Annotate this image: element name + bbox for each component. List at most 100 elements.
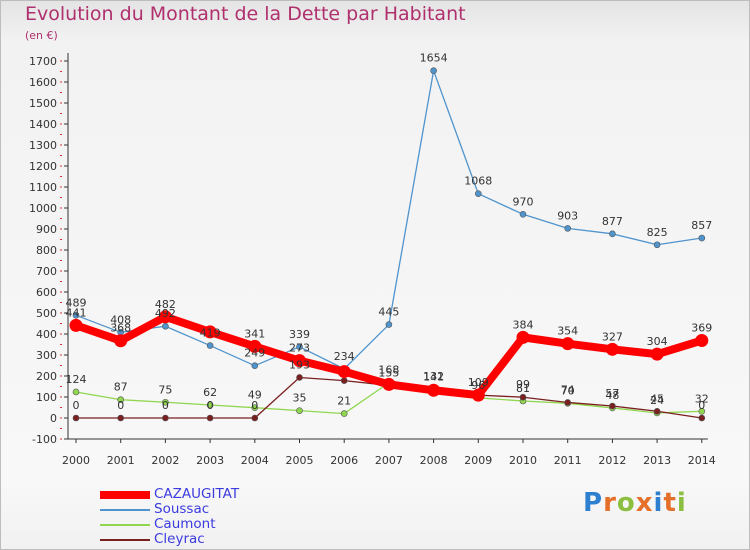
x-tick-label: 2010 <box>509 454 537 467</box>
data-point <box>471 388 485 402</box>
data-label: 0 <box>251 399 258 412</box>
x-tick-label: 2004 <box>241 454 269 467</box>
y-tick-label: 1500 <box>29 97 57 110</box>
data-label: 368 <box>110 322 131 335</box>
data-label: 441 <box>66 306 87 319</box>
data-point <box>698 407 706 415</box>
data-label: 903 <box>557 209 578 222</box>
legend-swatch <box>100 509 150 511</box>
data-point <box>382 377 396 391</box>
logo-letter: x <box>635 488 654 518</box>
data-label: 0 <box>162 399 169 412</box>
data-point <box>251 362 259 370</box>
proxiti-logo: Proxiti <box>583 488 687 518</box>
x-tick-label: 2014 <box>688 454 716 467</box>
data-point <box>203 325 217 339</box>
logo-letter: P <box>583 488 604 518</box>
data-label: 48 <box>605 389 619 402</box>
data-label: 489 <box>66 296 87 309</box>
x-tick-label: 2012 <box>598 454 626 467</box>
logo-letter: o <box>616 488 636 518</box>
data-point <box>337 365 351 379</box>
data-label: 21 <box>337 395 351 408</box>
data-point <box>162 398 169 406</box>
data-label: 482 <box>155 298 176 311</box>
y-tick-label: 600 <box>36 286 57 299</box>
data-label: 857 <box>691 219 712 232</box>
y-tick-label: 1200 <box>29 160 57 173</box>
data-point <box>519 211 527 218</box>
data-label: 825 <box>647 226 668 239</box>
x-tick-label: 2011 <box>554 454 582 467</box>
data-label: 32 <box>695 392 709 405</box>
data-label: 492 <box>155 307 176 320</box>
legend-label: CAZAUGITAT <box>154 486 240 502</box>
x-tick-label: 2000 <box>62 454 90 467</box>
data-point <box>117 414 124 422</box>
legend-label: Caumont <box>154 516 216 532</box>
data-point <box>69 318 83 332</box>
data-point <box>698 414 706 422</box>
data-point <box>296 374 303 381</box>
data-point <box>653 241 661 249</box>
data-point <box>609 402 616 410</box>
data-label: 384 <box>513 318 534 331</box>
data-label: 35 <box>293 392 307 405</box>
data-point <box>385 321 393 328</box>
y-tick-label: 800 <box>36 244 57 257</box>
y-tick-label: 200 <box>36 370 57 383</box>
y-tick-label: 1400 <box>29 118 57 131</box>
data-point <box>427 383 441 397</box>
data-point <box>206 414 214 422</box>
data-point <box>248 339 262 353</box>
data-label: 168 <box>378 364 399 377</box>
data-point <box>158 310 172 324</box>
logo-letter: t <box>663 488 677 518</box>
data-label: 124 <box>66 373 87 386</box>
y-tick-label: 500 <box>36 307 57 320</box>
y-tick-label: 900 <box>36 223 57 236</box>
data-label: 75 <box>158 383 172 396</box>
data-point <box>564 225 572 232</box>
data-label: 57 <box>605 387 619 400</box>
data-point <box>605 342 619 356</box>
logo-letter: r <box>603 488 617 518</box>
data-label: 99 <box>516 378 530 391</box>
data-point <box>695 334 709 348</box>
x-tick-label: 2008 <box>420 454 448 467</box>
data-point <box>293 354 306 368</box>
legend-swatch <box>100 539 150 541</box>
chart-subtitle: (en €) <box>25 29 58 42</box>
data-point <box>162 414 169 422</box>
data-label: 45 <box>650 392 664 405</box>
data-point <box>698 234 706 242</box>
y-tick-label: 400 <box>36 328 57 341</box>
data-point <box>340 377 348 384</box>
data-label: 0 <box>207 399 214 412</box>
data-point <box>474 190 482 198</box>
y-tick-label: 1700 <box>29 55 57 68</box>
x-tick-label: 2001 <box>107 454 135 467</box>
data-label: 445 <box>378 306 399 319</box>
data-point <box>519 393 527 401</box>
data-point <box>650 347 664 361</box>
data-label: 327 <box>602 330 623 343</box>
data-label: 369 <box>691 322 712 335</box>
y-tick-label: 1300 <box>29 139 57 152</box>
y-tick-label: -100 <box>32 433 57 446</box>
data-label: 87 <box>114 381 128 394</box>
data-point <box>340 410 348 417</box>
data-label: 341 <box>244 327 265 340</box>
data-label: 339 <box>289 328 310 341</box>
data-label: 0 <box>117 399 124 412</box>
x-tick-label: 2003 <box>196 454 224 467</box>
data-label: 96 <box>471 379 485 392</box>
series-layer <box>69 67 709 422</box>
data-point <box>430 67 437 74</box>
data-point <box>72 388 80 396</box>
legend-label: Cleyrac <box>154 531 205 547</box>
data-label: 0 <box>698 399 705 412</box>
data-point <box>561 337 575 351</box>
